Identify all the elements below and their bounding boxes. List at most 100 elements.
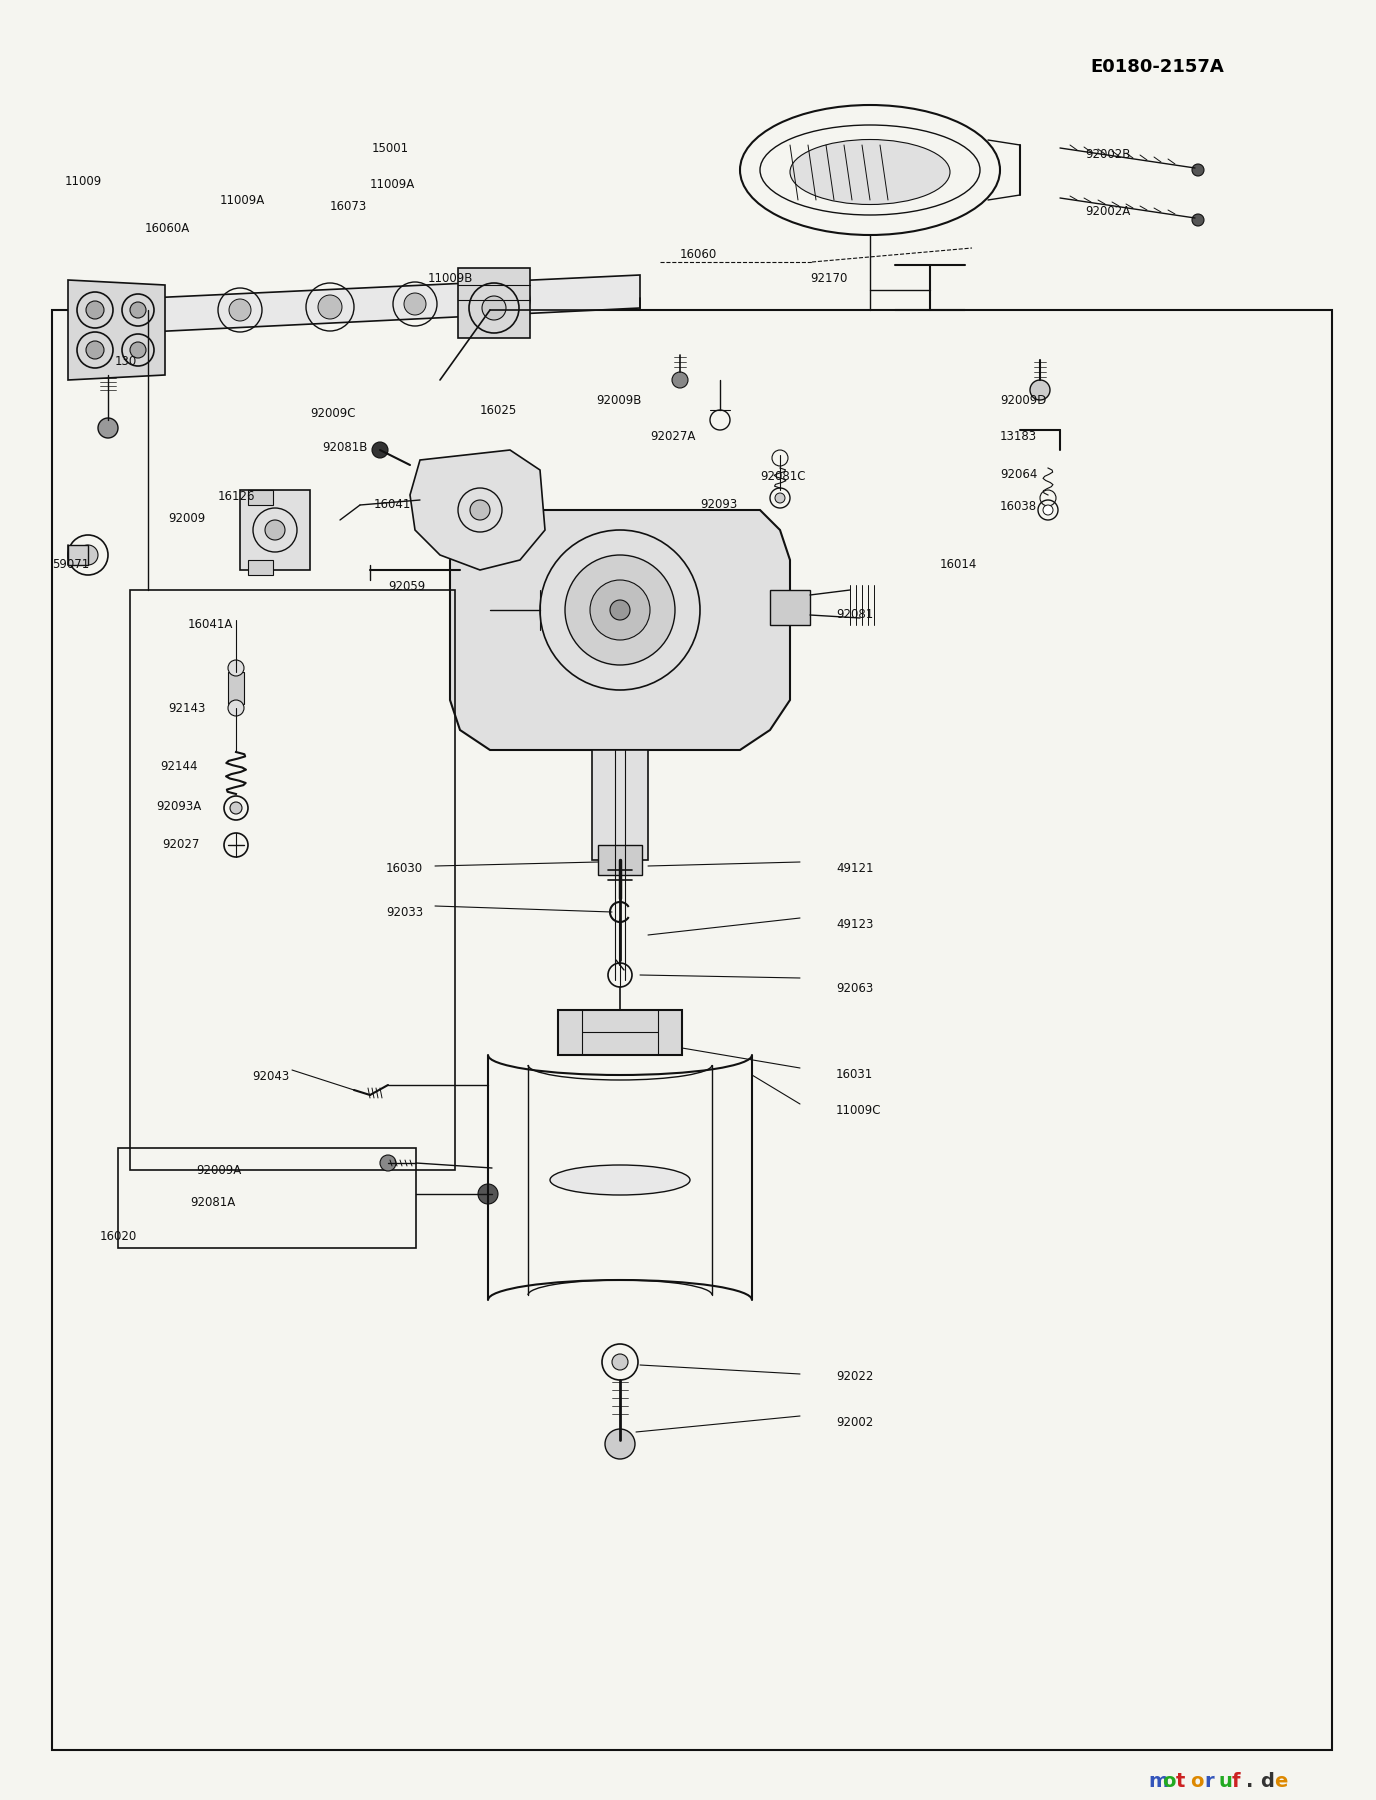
Circle shape	[98, 418, 118, 437]
Text: 59071: 59071	[52, 558, 89, 571]
Text: 49123: 49123	[837, 918, 874, 931]
Ellipse shape	[790, 140, 949, 205]
Text: 16041: 16041	[374, 499, 411, 511]
Text: 11009: 11009	[65, 175, 102, 187]
Circle shape	[482, 295, 506, 320]
Text: 92002: 92002	[837, 1417, 874, 1429]
Text: 11009A: 11009A	[370, 178, 416, 191]
Text: 92144: 92144	[160, 760, 198, 772]
Circle shape	[228, 299, 250, 320]
Bar	[771, 590, 810, 625]
Text: 15001: 15001	[372, 142, 409, 155]
Text: 92059: 92059	[388, 580, 425, 592]
Text: 13183: 13183	[1000, 430, 1038, 443]
Text: 92002B: 92002B	[1086, 148, 1130, 160]
Bar	[248, 490, 272, 506]
Polygon shape	[149, 275, 640, 331]
Circle shape	[605, 1429, 634, 1460]
Bar	[67, 545, 88, 565]
Text: 49121: 49121	[837, 862, 874, 875]
Polygon shape	[67, 281, 165, 380]
Circle shape	[671, 373, 688, 389]
Circle shape	[380, 1156, 396, 1172]
Text: 92027A: 92027A	[649, 430, 695, 443]
Circle shape	[499, 290, 520, 310]
Text: 16031: 16031	[837, 1067, 874, 1082]
Text: 92027: 92027	[162, 839, 200, 851]
Circle shape	[775, 493, 784, 502]
Text: 92002A: 92002A	[1086, 205, 1130, 218]
Text: 16073: 16073	[330, 200, 367, 212]
Circle shape	[318, 295, 343, 319]
Circle shape	[477, 1184, 498, 1204]
Circle shape	[266, 520, 285, 540]
Text: 11009A: 11009A	[220, 194, 266, 207]
Polygon shape	[239, 490, 310, 571]
Circle shape	[610, 599, 630, 619]
Bar	[228, 671, 244, 704]
Ellipse shape	[550, 1165, 689, 1195]
Bar	[599, 844, 643, 875]
Text: 16060A: 16060A	[144, 221, 190, 236]
Circle shape	[129, 342, 146, 358]
Circle shape	[1192, 214, 1204, 227]
Text: .: .	[1247, 1771, 1254, 1791]
Circle shape	[590, 580, 649, 641]
Circle shape	[566, 554, 676, 664]
Text: 92009: 92009	[168, 511, 205, 526]
Circle shape	[612, 1354, 627, 1370]
Circle shape	[228, 661, 244, 677]
Text: d: d	[1260, 1771, 1274, 1791]
Circle shape	[1031, 380, 1050, 400]
Text: 16020: 16020	[100, 1229, 138, 1244]
Text: t: t	[1176, 1771, 1185, 1791]
Text: 92022: 92022	[837, 1370, 874, 1382]
Text: u: u	[1218, 1771, 1232, 1791]
Bar	[248, 560, 272, 574]
Text: 92009B: 92009B	[596, 394, 641, 407]
Text: 92033: 92033	[387, 905, 424, 920]
Circle shape	[129, 302, 146, 319]
Text: o: o	[1161, 1771, 1175, 1791]
Circle shape	[228, 700, 244, 716]
Circle shape	[78, 545, 98, 565]
Bar	[458, 268, 530, 338]
Circle shape	[471, 500, 490, 520]
Bar	[129, 590, 455, 1170]
Circle shape	[405, 293, 427, 315]
Text: 92081C: 92081C	[760, 470, 805, 482]
Text: 92064: 92064	[1000, 468, 1038, 481]
Text: 11009B: 11009B	[428, 272, 473, 284]
Text: o: o	[1190, 1771, 1204, 1791]
Text: m: m	[1148, 1771, 1168, 1791]
Text: 130: 130	[116, 355, 138, 367]
Text: E0180-2157A: E0180-2157A	[1090, 58, 1223, 76]
Text: 92143: 92143	[168, 702, 205, 715]
Text: 92093: 92093	[700, 499, 738, 511]
Text: 16041A: 16041A	[189, 617, 234, 632]
Circle shape	[1192, 164, 1204, 176]
Text: 16030: 16030	[387, 862, 424, 875]
Text: 92081A: 92081A	[190, 1195, 235, 1210]
Text: 92063: 92063	[837, 983, 874, 995]
Text: 16038: 16038	[1000, 500, 1038, 513]
Text: 92043: 92043	[252, 1069, 289, 1084]
Circle shape	[85, 340, 105, 358]
Text: 16025: 16025	[480, 403, 517, 418]
Circle shape	[85, 301, 105, 319]
Text: 92009A: 92009A	[195, 1165, 241, 1177]
Text: 92081: 92081	[837, 608, 874, 621]
Text: e: e	[1274, 1771, 1288, 1791]
Bar	[592, 751, 648, 860]
Bar	[52, 310, 1332, 1750]
Circle shape	[230, 803, 242, 814]
Bar	[559, 1010, 682, 1055]
Circle shape	[1043, 506, 1053, 515]
Text: f: f	[1232, 1771, 1241, 1791]
Text: 92093A: 92093A	[155, 799, 201, 814]
Text: 16126: 16126	[217, 490, 256, 502]
Text: 92009D: 92009D	[1000, 394, 1046, 407]
Bar	[118, 1148, 416, 1247]
Text: 16014: 16014	[940, 558, 977, 571]
Text: 16060: 16060	[680, 248, 717, 261]
